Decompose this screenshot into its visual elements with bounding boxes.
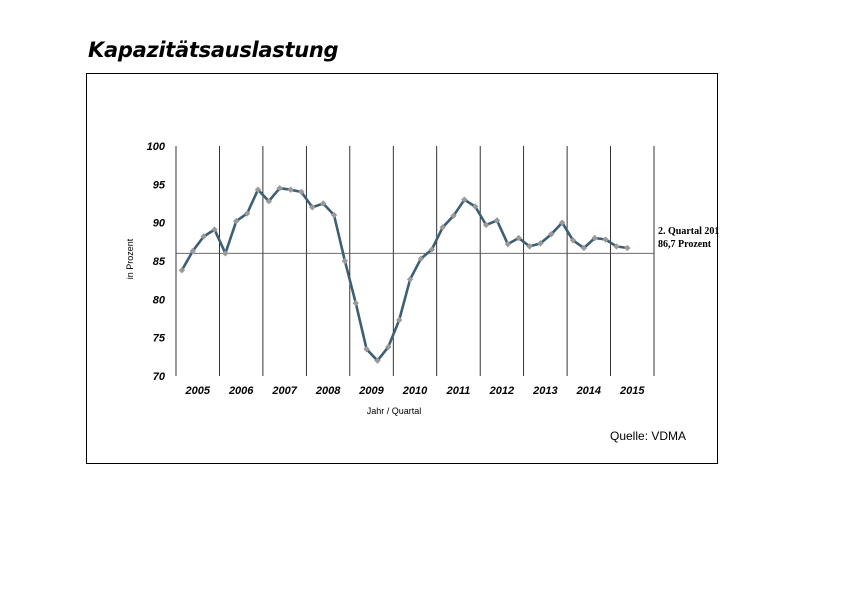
data-point [330, 211, 338, 219]
y-ticks: 100 95 90 85 80 75 70 [147, 141, 166, 383]
line-chart: 100 95 90 85 80 75 70 2005 2006 2007 2008 2009 2010… [125, 141, 719, 443]
x-tick-label: 2007 [271, 385, 297, 397]
x-tick-label: 2005 [184, 385, 210, 397]
data-point [482, 221, 490, 229]
year-grid [175, 146, 655, 376]
source-label: Quelle: VDMA [610, 429, 686, 443]
data-point [493, 217, 501, 224]
data-point [558, 219, 566, 226]
data-point [222, 250, 229, 257]
x-tick-label: 2010 [402, 385, 428, 397]
x-tick-label: 2009 [358, 385, 384, 397]
data-point [461, 196, 468, 203]
data-point [287, 186, 294, 193]
data-point [613, 243, 620, 250]
chart-frame: 100 95 90 85 80 75 70 2005 2006 2007 2008 2009 2010… [86, 73, 719, 464]
x-tick-label: 2012 [489, 385, 514, 397]
x-tick-label: 2014 [576, 385, 601, 397]
x-tick-label: 2008 [315, 385, 341, 397]
data-point [341, 257, 349, 265]
data-point [243, 210, 251, 217]
data-point [211, 226, 218, 233]
data-point [602, 236, 609, 243]
data-point [450, 212, 457, 219]
data-point [406, 276, 414, 283]
y-tick-label: 80 [153, 294, 166, 306]
y-tick-label: 95 [153, 179, 166, 191]
data-point [537, 240, 544, 247]
data-point [374, 357, 381, 364]
data-point [352, 299, 359, 307]
data-point [363, 345, 370, 353]
data-point [624, 244, 631, 252]
x-axis-label: Jahr / Quartal [367, 406, 422, 416]
data-points [178, 184, 631, 364]
data-point [504, 240, 512, 248]
data-point [472, 203, 479, 210]
y-tick-label: 100 [147, 141, 166, 153]
data-point [309, 204, 316, 211]
y-axis-label: in Prozent [125, 238, 135, 279]
data-point [439, 224, 446, 231]
annotation-line-1: 2. Quartal 2015: [658, 226, 719, 237]
data-point [428, 246, 435, 253]
data-point [417, 255, 425, 262]
series-line [180, 186, 628, 363]
x-tick-label: 2011 [446, 385, 471, 397]
data-point [178, 267, 186, 274]
data-point [276, 184, 283, 192]
data-point [233, 217, 240, 225]
data-point [200, 233, 207, 240]
page-title: Kapazitätsauslastung [88, 38, 339, 62]
data-point [189, 247, 196, 255]
data-point [569, 237, 577, 244]
x-tick-label: 2013 [532, 385, 557, 397]
data-point [265, 198, 273, 205]
x-tick-label: 2006 [228, 385, 254, 397]
data-point [396, 316, 403, 324]
annotation-line-2: 86,7 Prozent [658, 239, 712, 250]
data-point [591, 234, 598, 242]
data-point [580, 244, 588, 252]
x-tick-label: 2015 [619, 385, 645, 397]
y-tick-label: 85 [153, 256, 166, 268]
y-tick-label: 90 [153, 218, 166, 230]
data-point [385, 343, 392, 351]
y-tick-label: 70 [153, 371, 166, 383]
y-tick-label: 75 [153, 333, 166, 345]
x-ticks: 2005 2006 2007 2008 2009 2010 2011 2012 2013 2014… [184, 385, 645, 397]
